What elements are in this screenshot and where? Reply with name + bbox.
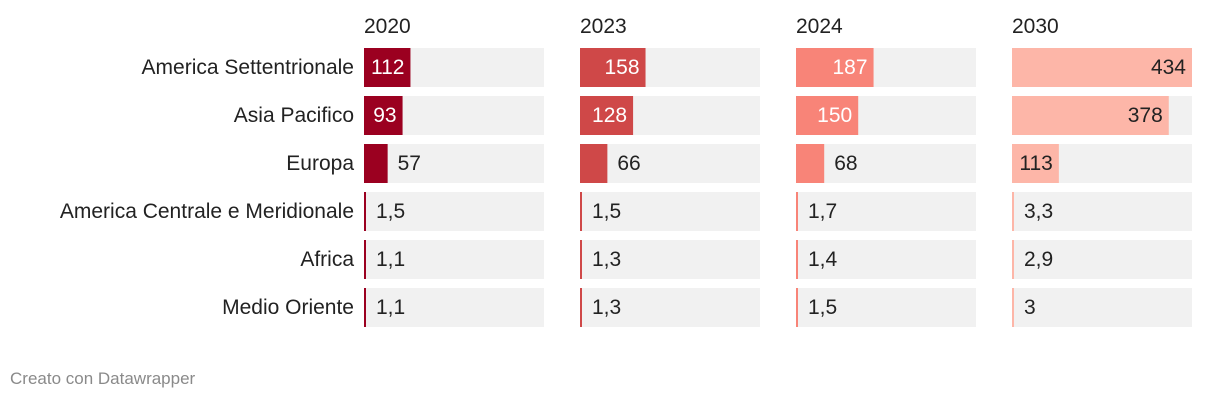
panel-header: 2020 [364,15,411,38]
data-label: 66 [617,152,640,175]
bar-background [364,288,544,327]
bar [1012,96,1169,135]
bar-background [1012,240,1192,279]
bar-background [796,240,976,279]
category-label: Medio Oriente [222,296,354,319]
bar [580,96,634,135]
data-label: 128 [592,104,627,127]
data-label: 113 [1019,152,1052,175]
bar-background [1012,288,1192,327]
bar-background [580,240,760,279]
credit-text: Creato con Datawrapper [10,369,196,388]
bar [1012,288,1014,327]
panel-header: 2024 [796,15,843,38]
bar [796,192,798,231]
bar [364,96,403,135]
bar-background [580,144,760,183]
bar [580,288,582,327]
bar [364,48,411,87]
data-label: 3 [1024,296,1036,319]
bar [580,240,582,279]
data-label: 57 [398,152,421,175]
category-label: America Centrale e Meridionale [60,200,354,223]
bar [796,240,798,279]
bar [364,240,366,279]
bar [796,144,825,183]
bar [1012,48,1192,87]
data-label: 378 [1128,104,1163,127]
data-label: 187 [833,56,868,79]
category-label: Europa [286,152,354,175]
panel-header: 2030 [1012,15,1059,38]
data-label: 112 [371,56,404,79]
bar-background [580,192,760,231]
data-label: 1,4 [808,248,838,271]
bar [364,192,366,231]
data-label: 68 [834,152,857,175]
data-label: 1,3 [592,248,621,271]
data-label: 158 [604,56,639,79]
bar-background [364,192,544,231]
bar [364,144,388,183]
bar [580,48,646,87]
data-label: 434 [1151,56,1186,79]
data-label: 1,5 [592,200,621,223]
bar-background [796,192,976,231]
bar [364,288,366,327]
data-label: 1,1 [376,296,405,319]
bar [796,288,798,327]
data-label: 2,9 [1024,248,1053,271]
category-label: America Settentrionale [142,56,354,79]
bar-background [364,144,544,183]
data-label: 3,3 [1024,200,1053,223]
data-label: 1,5 [808,296,837,319]
data-label: 1,1 [376,248,405,271]
data-label: 1,7 [808,200,837,223]
bar-background [1012,192,1192,231]
data-label: 1,3 [592,296,621,319]
category-label: Africa [300,248,354,271]
bar [1012,240,1014,279]
bar [1012,144,1059,183]
bar [1012,192,1014,231]
data-label: 150 [817,104,852,127]
bar-background [580,288,760,327]
bar [580,144,608,183]
bar-background [796,144,976,183]
bar [796,96,859,135]
bar [580,192,582,231]
panel-header: 2023 [580,15,627,38]
bar-background [796,288,976,327]
bar-background [364,240,544,279]
category-label: Asia Pacifico [234,104,354,127]
bar [796,48,874,87]
data-label: 1,5 [376,200,405,223]
data-label: 93 [373,104,396,127]
